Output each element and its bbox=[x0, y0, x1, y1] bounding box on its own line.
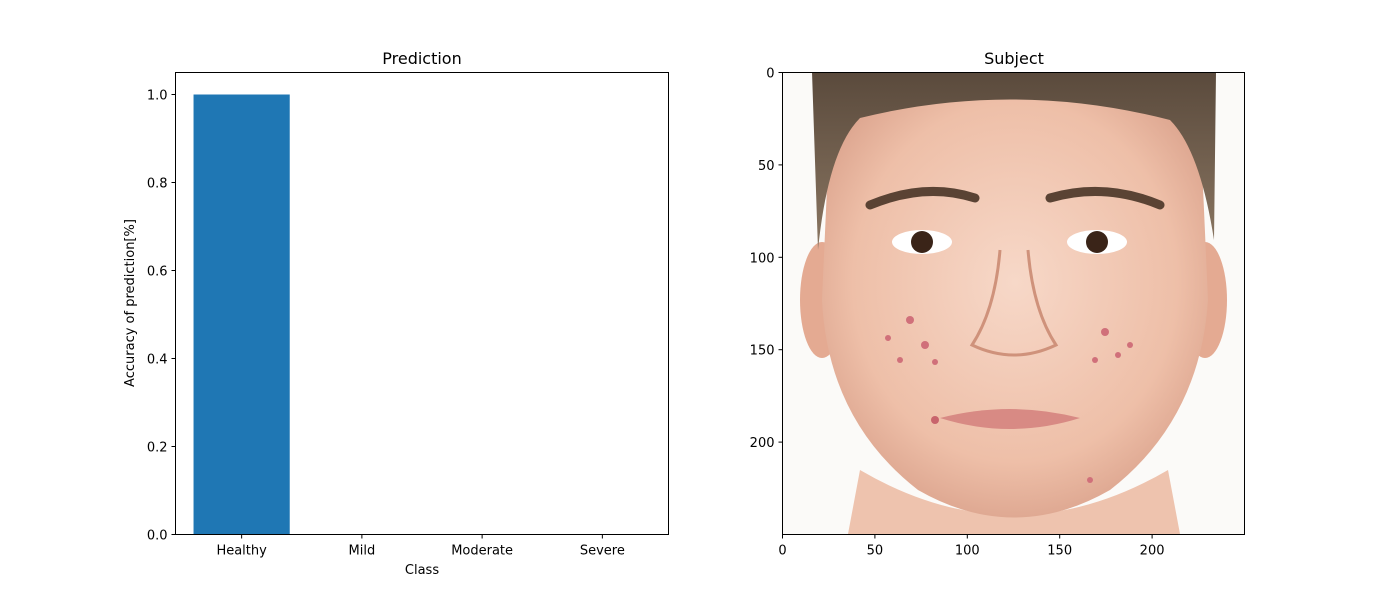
image-x-tick-label: 0 bbox=[778, 544, 786, 559]
x-tick-label: Moderate bbox=[451, 544, 513, 559]
subject-face-image bbox=[783, 72, 1245, 534]
image-x-tick-label: 50 bbox=[867, 544, 884, 559]
plot-frame bbox=[175, 72, 669, 535]
image-frame bbox=[782, 72, 1245, 535]
image-x-tick-label: 100 bbox=[955, 544, 980, 559]
x-tick-label: Healthy bbox=[216, 544, 267, 559]
y-tick-label: 0.6 bbox=[147, 265, 168, 280]
image-y-tick-label: 150 bbox=[750, 344, 775, 359]
x-axis-label: Class bbox=[405, 563, 439, 578]
x-tick-label: Mild bbox=[349, 544, 376, 559]
image-x-tick-label: 150 bbox=[1047, 544, 1072, 559]
y-tick-label: 0.2 bbox=[147, 441, 168, 456]
y-axis-label: Accuracy of prediction[%] bbox=[123, 219, 138, 387]
image-y-tick-label: 50 bbox=[758, 159, 775, 174]
y-tick-label: 0.8 bbox=[147, 177, 168, 192]
image-x-tick-label: 200 bbox=[1140, 544, 1165, 559]
y-tick-label: 0.4 bbox=[147, 353, 168, 368]
image-y-tick-label: 100 bbox=[750, 251, 775, 266]
subject-image-panel: Subject bbox=[750, 49, 1245, 559]
chart-title: Prediction bbox=[382, 49, 461, 68]
image-title: Subject bbox=[984, 49, 1044, 68]
y-tick-label: 0.0 bbox=[147, 529, 168, 544]
prediction-chart: Prediction 0.0 0.2 0.4 0.6 0.8 1.0 Healthy Mil… bbox=[123, 49, 669, 578]
image-y-tick-label: 0 bbox=[766, 67, 774, 82]
bar-healthy bbox=[193, 94, 290, 535]
y-tick-label: 1.0 bbox=[147, 89, 168, 104]
image-y-tick-label: 200 bbox=[750, 436, 775, 451]
x-tick-label: Severe bbox=[580, 544, 625, 559]
